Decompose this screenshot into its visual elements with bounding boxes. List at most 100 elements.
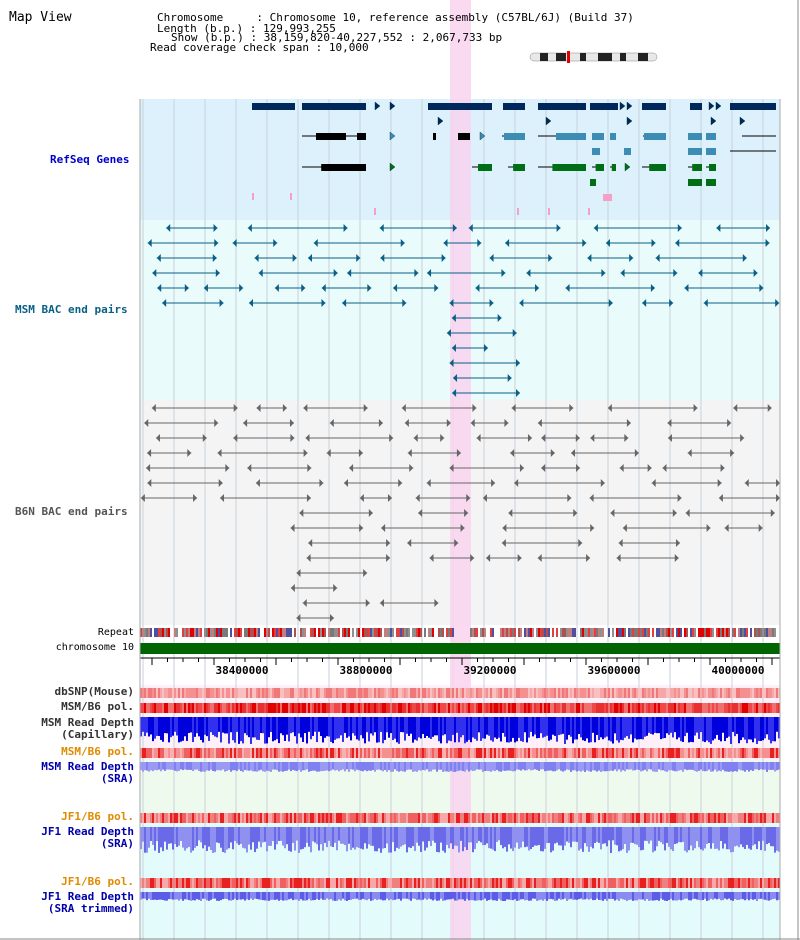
heat-mark [290,688,292,698]
heat-mark [334,748,336,758]
bac-end-marker [217,449,222,457]
heat-mark [448,813,450,823]
msm-depth-capillary-label[interactable]: MSM Read Depth (Capillary) [41,716,134,741]
depth-mark [718,892,720,899]
depth-mark [650,717,652,734]
heat-mark [662,878,664,888]
heat-mark [528,813,530,823]
heat-mark [212,688,214,698]
heat-mark [430,688,432,698]
heat-mark [650,748,652,758]
heat-mark [174,748,176,758]
depth-mark [554,892,556,901]
b6n-bac-track-label[interactable]: B6N BAC end pairs [15,505,128,518]
depth-mark [220,827,222,848]
heat-mark [434,878,436,888]
repeat-mark [164,628,166,637]
heat-mark [152,703,154,713]
depth-mark [418,762,420,771]
depth-mark [522,827,524,842]
heat-mark [512,878,514,888]
bac-end-marker [548,254,553,262]
bac-end-marker [151,404,156,412]
msm-pol-sra-label[interactable]: MSM/B6 pol. [61,745,134,758]
refseq-track-label[interactable]: RefSeq Genes [50,153,130,166]
depth-mark [282,892,284,901]
heat-mark [740,878,742,888]
depth-mark [588,892,590,900]
depth-mark [766,892,768,901]
heat-mark [666,813,668,823]
depth-mark [192,717,194,743]
msm-bac-track-label[interactable]: MSM BAC end pairs [15,303,128,316]
heat-mark [458,878,460,888]
depth-mark [248,892,250,900]
heat-mark [768,688,770,698]
heat-mark [634,688,636,698]
heat-mark [242,878,244,888]
jf1-depth-trimmed-label[interactable]: JF1 Read Depth (SRA trimmed) [41,890,134,915]
heat-mark [286,878,288,888]
bac-end-marker [440,434,445,442]
heat-mark [728,703,730,713]
depth-mark [696,892,698,900]
depth-mark [748,827,750,849]
depth-mark [742,762,744,771]
depth-mark [230,892,232,901]
heat-mark [420,813,422,823]
heat-mark [274,703,276,713]
jf1-pol-trimmed-label[interactable]: JF1/B6 pol. [61,875,134,888]
depth-mark [386,762,388,772]
heat-mark [314,703,316,713]
heat-mark [402,688,404,698]
heat-mark [370,748,372,758]
depth-mark [726,717,728,738]
bac-end-marker [359,494,364,502]
heat-mark [210,688,212,698]
heat-mark [146,878,148,888]
bac-end-marker [343,224,348,232]
heat-mark [464,813,466,823]
heat-mark [344,688,346,698]
heat-mark [160,748,162,758]
depth-mark [778,717,780,739]
bac-end-marker [673,269,678,277]
heat-mark [402,813,404,823]
bac-end-marker [443,239,448,247]
depth-mark [760,717,762,741]
heat-mark [404,878,406,888]
depth-mark [310,892,312,901]
dbsnp-track-label[interactable]: dbSNP(Mouse) [54,685,134,698]
heat-mark [548,703,550,713]
msm-depth-sra-label[interactable]: MSM Read Depth (SRA) [41,760,134,785]
heat-mark [444,813,446,823]
heat-mark [760,688,762,698]
depth-mark [364,827,366,844]
bac-end-marker [426,479,431,487]
heat-mark [432,703,434,713]
bac-end-marker [589,494,594,502]
bac-end-marker [296,569,301,577]
heat-mark [282,748,284,758]
repeat-mark [272,628,274,637]
depth-mark [748,717,750,740]
heat-mark [486,703,488,713]
heat-mark [510,878,512,888]
depth-mark [742,892,744,900]
heat-mark [632,688,634,698]
repeat-mark [532,628,534,637]
depth-mark [140,827,142,850]
msm-pol-capillary-label[interactable]: MSM/B6 pol. [61,700,134,713]
heat-mark [360,748,362,758]
depth-mark [700,827,702,850]
heat-mark [534,878,536,888]
depth-mark [230,762,232,772]
depth-mark [210,827,212,850]
depth-mark [214,762,216,772]
heat-mark [774,878,776,888]
bac-end-marker [255,479,260,487]
depth-mark [270,762,272,772]
jf1-depth-sra-label[interactable]: JF1 Read Depth (SRA) [41,825,134,850]
jf1-pol-sra-label[interactable]: JF1/B6 pol. [61,810,134,823]
